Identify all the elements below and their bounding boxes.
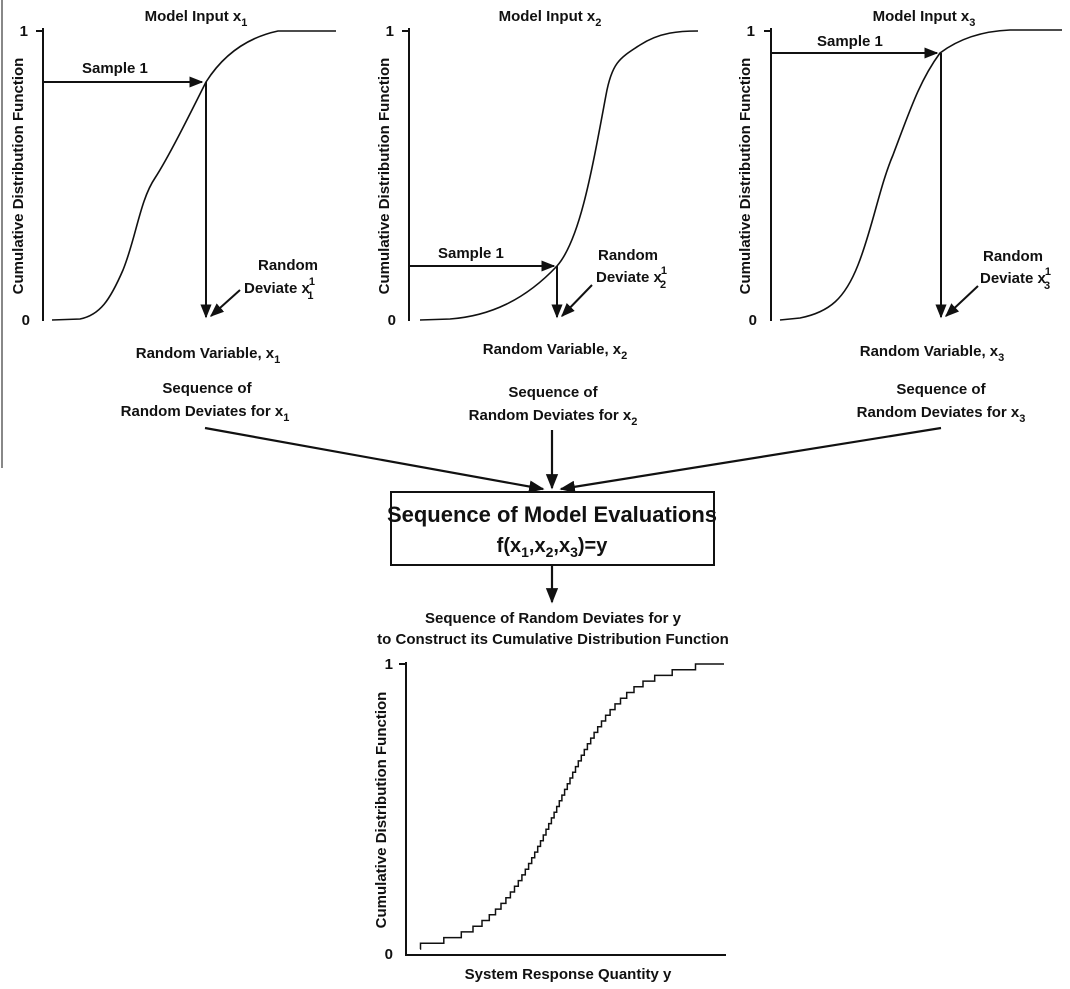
panel-x2-ytick-bottom: 0 xyxy=(388,312,396,329)
panel-x1-deviate-line2: Deviate x1 1 xyxy=(244,276,315,302)
panel-x3-title: Model Input x3 xyxy=(873,8,976,29)
panel-x3-deviate-pointer xyxy=(944,285,979,317)
panel-x3-sequence-line2: Random Deviates for x3 xyxy=(857,404,1026,425)
panel-x3-cdf-curve xyxy=(779,29,1062,321)
panel-x1-deviate-line1: Random xyxy=(258,257,318,274)
output-step-cdf xyxy=(419,663,724,950)
panel-x1-ytick-top: 1 xyxy=(20,23,28,40)
output-caption-line1: Sequence of Random Deviates for y xyxy=(425,610,682,627)
model-evaluation-box: Sequence of Model Evaluations f(x1,x2,x3… xyxy=(387,491,717,566)
panel-x2-sample-label: Sample 1 xyxy=(438,245,504,262)
converge-arrow-x1 xyxy=(204,426,545,493)
panel-x1-deviate-pointer xyxy=(209,289,241,317)
converge-arrow-x3 xyxy=(559,426,942,493)
panel-x3: Model Input x3 1 0 Cumulative Distributi… xyxy=(737,8,1062,425)
output-xlabel: System Response Quantity y xyxy=(465,966,672,983)
panel-x3-ytick-top: 1 xyxy=(747,23,755,40)
model-evaluation-title: Sequence of Model Evaluations xyxy=(387,502,717,527)
panel-x1-ylabel: Cumulative Distribution Function xyxy=(10,58,27,295)
panel-x2-deviate-line1: Random xyxy=(598,247,658,264)
panel-x3-sample-label: Sample 1 xyxy=(817,33,883,50)
model-evaluation-formula: f(x1,x2,x3)=y xyxy=(497,535,609,560)
panel-x1-xlabel: Random Variable, x1 xyxy=(136,345,281,366)
panel-x1-sample-label: Sample 1 xyxy=(82,60,148,77)
output-cdf-panel: 1 0 Cumulative Distribution Function Sys… xyxy=(373,656,726,983)
panel-x3-xlabel: Random Variable, x3 xyxy=(860,343,1005,364)
panel-x3-ylabel: Cumulative Distribution Function xyxy=(737,58,754,295)
panel-x1: Model Input x1 1 0 Cumulative Distributi… xyxy=(10,8,336,424)
output-ytick-bottom: 0 xyxy=(385,946,393,963)
panel-x1-cdf-curve xyxy=(51,30,336,321)
output-ytick-top: 1 xyxy=(385,656,393,673)
model-evaluation-box-frame xyxy=(390,491,715,566)
panel-x1-ytick-bottom: 0 xyxy=(22,312,30,329)
panel-x3-ytick-bottom: 0 xyxy=(749,312,757,329)
panel-x2-ylabel: Cumulative Distribution Function xyxy=(376,58,393,295)
panel-x2-title: Model Input x2 xyxy=(499,8,602,29)
panel-x2-deviate-line2: Deviate x1 2 xyxy=(596,265,667,291)
panel-x3-sequence-line1: Sequence of xyxy=(896,381,986,398)
panel-x2-cdf-curve xyxy=(419,30,699,321)
panel-x2-ytick-top: 1 xyxy=(386,23,394,40)
panel-x1-title: Model Input x1 xyxy=(145,8,248,29)
panel-x2-deviate-pointer xyxy=(561,284,593,318)
panel-x3-deviate-line1: Random xyxy=(983,248,1043,265)
panel-x3-deviate-line2: Deviate x1 3 xyxy=(980,266,1051,292)
panel-x1-sequence-line2: Random Deviates for x1 xyxy=(121,403,290,424)
panel-x2-sequence-line1: Sequence of xyxy=(508,384,598,401)
panel-x2: Model Input x2 1 0 Cumulative Distributi… xyxy=(376,8,699,428)
panel-x2-xlabel: Random Variable, x2 xyxy=(483,341,628,362)
panel-x1-sequence-line1: Sequence of xyxy=(162,380,252,397)
output-caption-line2: to Construct its Cumulative Distribution… xyxy=(377,631,729,648)
panel-x2-sequence-line2: Random Deviates for x2 xyxy=(469,407,638,428)
output-ylabel: Cumulative Distribution Function xyxy=(373,692,390,929)
